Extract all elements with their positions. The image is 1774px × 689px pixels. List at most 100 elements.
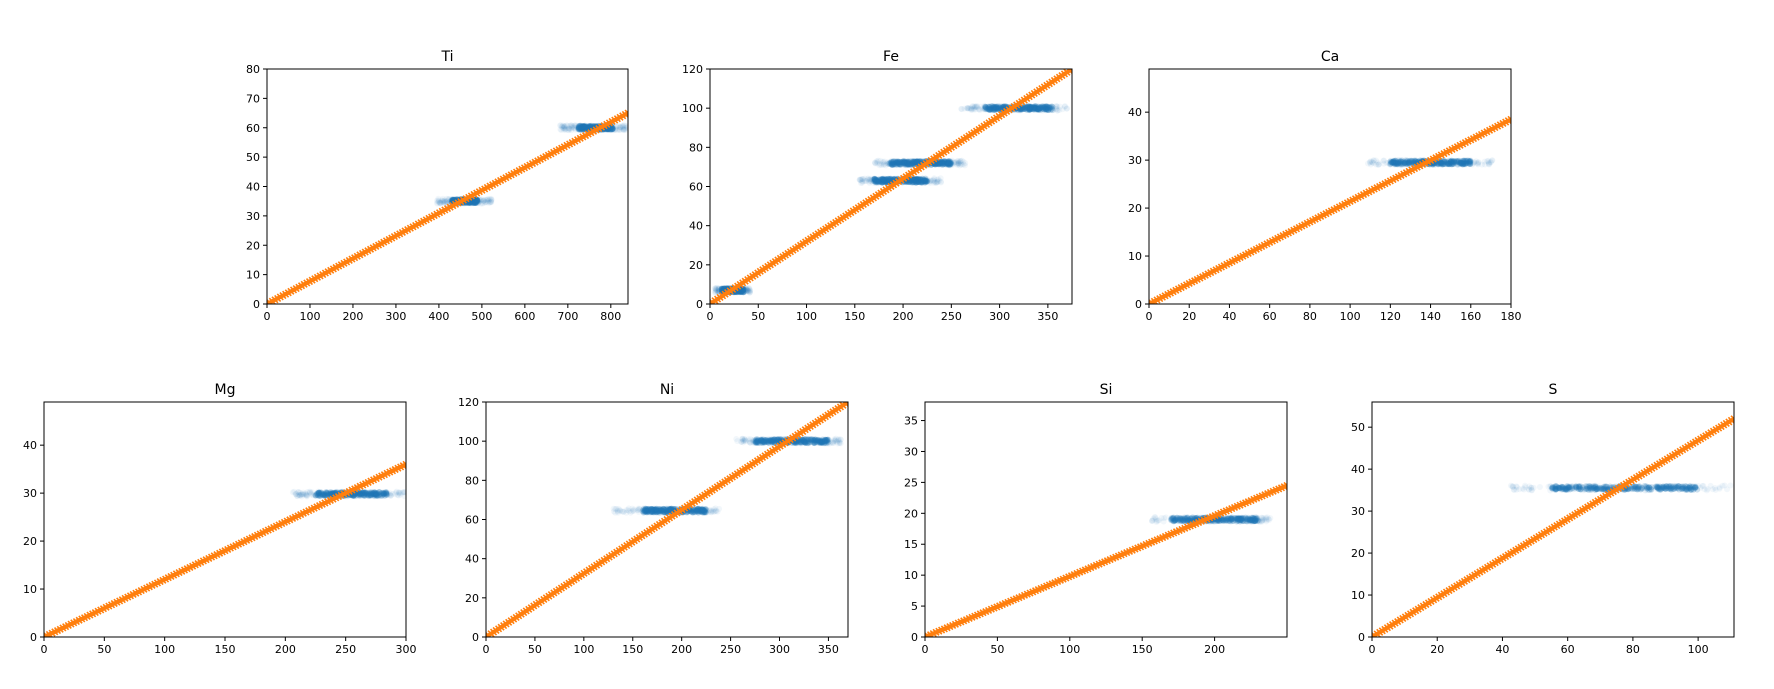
- data-point: [1062, 103, 1068, 110]
- data-point: [945, 158, 952, 165]
- data-point: [1045, 106, 1052, 113]
- data-point: [903, 160, 910, 167]
- data-point: [740, 286, 747, 293]
- data-point: [591, 123, 598, 130]
- data-point: [1408, 157, 1415, 164]
- x-tick-label: 50: [97, 643, 111, 656]
- data-point: [1026, 104, 1033, 111]
- data-point: [992, 105, 999, 112]
- data-point: [488, 196, 495, 203]
- data-point: [557, 126, 564, 133]
- data-point: [873, 176, 880, 183]
- data-point: [1025, 103, 1032, 110]
- data-point: [587, 124, 594, 131]
- data-point: [941, 160, 948, 167]
- data-point: [1026, 103, 1033, 110]
- data-point: [898, 160, 905, 166]
- data-point: [972, 104, 979, 111]
- data-point: [565, 127, 572, 134]
- x-tick-label: 200: [893, 310, 914, 323]
- data-point: [935, 158, 942, 165]
- data-point: [753, 439, 760, 446]
- data-point: [1001, 104, 1008, 111]
- data-point: [1027, 103, 1034, 110]
- data-point: [996, 104, 1003, 111]
- data-point: [887, 160, 894, 167]
- data-point: [1044, 104, 1051, 111]
- data-point: [903, 161, 910, 168]
- data-point: [888, 178, 895, 184]
- data-point: [722, 285, 729, 292]
- data-point: [739, 286, 746, 293]
- data-point: [744, 287, 751, 294]
- data-point: [1030, 104, 1037, 111]
- data-point: [768, 436, 775, 443]
- data-point: [1016, 107, 1023, 114]
- data-point: [580, 123, 587, 130]
- data-point: [746, 289, 753, 296]
- data-point: [935, 176, 942, 183]
- data-point: [947, 160, 954, 167]
- axes-frame: [1148, 68, 1512, 305]
- y-tick-label: 20: [689, 259, 703, 272]
- data-point: [1021, 103, 1028, 110]
- data-point: [582, 126, 589, 133]
- data-point: [1054, 107, 1061, 114]
- data-point: [609, 125, 616, 132]
- data-point: [1034, 105, 1041, 112]
- data-point: [968, 107, 975, 114]
- data-point: [901, 161, 908, 168]
- data-point: [620, 124, 627, 131]
- data-point: [1042, 106, 1049, 113]
- data-point: [902, 161, 909, 168]
- y-tick-label: 30: [1128, 154, 1142, 167]
- data-point: [972, 106, 979, 113]
- data-point: [715, 286, 722, 292]
- data-point: [861, 177, 868, 184]
- data-point: [481, 199, 488, 206]
- data-point: [876, 178, 883, 185]
- data-point: [743, 285, 750, 292]
- data-point: [916, 176, 923, 183]
- data-point: [1053, 105, 1060, 112]
- data-point: [883, 176, 890, 183]
- data-point: [947, 159, 954, 166]
- data-point: [936, 177, 943, 184]
- data-point: [941, 160, 948, 167]
- data-point: [944, 161, 951, 168]
- data-point: [440, 199, 447, 206]
- data-point: [985, 106, 992, 113]
- data-point: [989, 106, 996, 113]
- x-tick-label: 50: [751, 310, 765, 323]
- data-point: [560, 123, 567, 130]
- data-point: [484, 198, 491, 205]
- data-point: [908, 176, 915, 183]
- data-point: [1040, 103, 1047, 110]
- data-point: [583, 123, 590, 130]
- data-point: [885, 178, 892, 185]
- data-point: [610, 125, 617, 132]
- data-point: [1001, 103, 1008, 110]
- data-point: [907, 162, 914, 169]
- data-point: [449, 197, 456, 204]
- data-point: [982, 103, 989, 110]
- data-point: [440, 198, 447, 205]
- data-point: [940, 161, 947, 168]
- data-point: [910, 158, 917, 165]
- data-point: [1023, 104, 1030, 111]
- data-point: [899, 159, 906, 166]
- data-point: [712, 289, 719, 296]
- data-point: [910, 160, 917, 167]
- data-point: [863, 178, 870, 185]
- data-point: [581, 122, 588, 129]
- data-point: [567, 125, 574, 132]
- data-point: [1023, 103, 1030, 110]
- data-point: [609, 124, 616, 131]
- data-point: [739, 286, 746, 293]
- data-point: [1043, 106, 1050, 113]
- data-point: [1026, 106, 1033, 113]
- data-point: [470, 197, 477, 204]
- data-point: [1032, 103, 1039, 110]
- axes-frame: [266, 68, 629, 305]
- data-point: [620, 126, 627, 133]
